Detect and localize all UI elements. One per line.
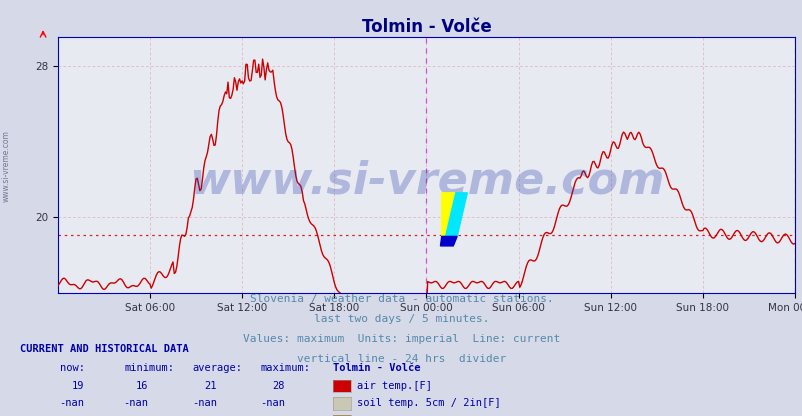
Text: now:: now:	[60, 364, 85, 374]
Text: minimum:: minimum:	[124, 364, 174, 374]
Title: Tolmin - Volče: Tolmin - Volče	[361, 18, 491, 36]
Text: -nan: -nan	[192, 399, 217, 409]
Text: 19: 19	[71, 381, 84, 391]
Text: soil temp. 5cm / 2in[F]: soil temp. 5cm / 2in[F]	[357, 399, 500, 409]
Text: Slovenia / weather data - automatic stations.: Slovenia / weather data - automatic stat…	[249, 294, 553, 304]
Polygon shape	[445, 193, 467, 236]
Text: Values: maximum  Units: imperial  Line: current: Values: maximum Units: imperial Line: cu…	[242, 334, 560, 344]
Text: 28: 28	[272, 381, 285, 391]
Text: -nan: -nan	[260, 399, 285, 409]
Text: -nan: -nan	[59, 399, 84, 409]
Text: www.si-vreme.com: www.si-vreme.com	[2, 131, 11, 202]
Text: Tolmin - Volče: Tolmin - Volče	[333, 364, 420, 374]
Text: last two days / 5 minutes.: last two days / 5 minutes.	[314, 314, 488, 324]
Text: 21: 21	[204, 381, 217, 391]
Polygon shape	[440, 236, 456, 246]
Polygon shape	[441, 193, 456, 236]
Text: -nan: -nan	[124, 399, 148, 409]
Text: maximum:: maximum:	[261, 364, 310, 374]
Text: 16: 16	[136, 381, 148, 391]
Text: air temp.[F]: air temp.[F]	[357, 381, 431, 391]
Text: CURRENT AND HISTORICAL DATA: CURRENT AND HISTORICAL DATA	[20, 344, 188, 354]
Text: average:: average:	[192, 364, 242, 374]
Text: vertical line - 24 hrs  divider: vertical line - 24 hrs divider	[297, 354, 505, 364]
Text: www.si-vreme.com: www.si-vreme.com	[188, 159, 663, 202]
